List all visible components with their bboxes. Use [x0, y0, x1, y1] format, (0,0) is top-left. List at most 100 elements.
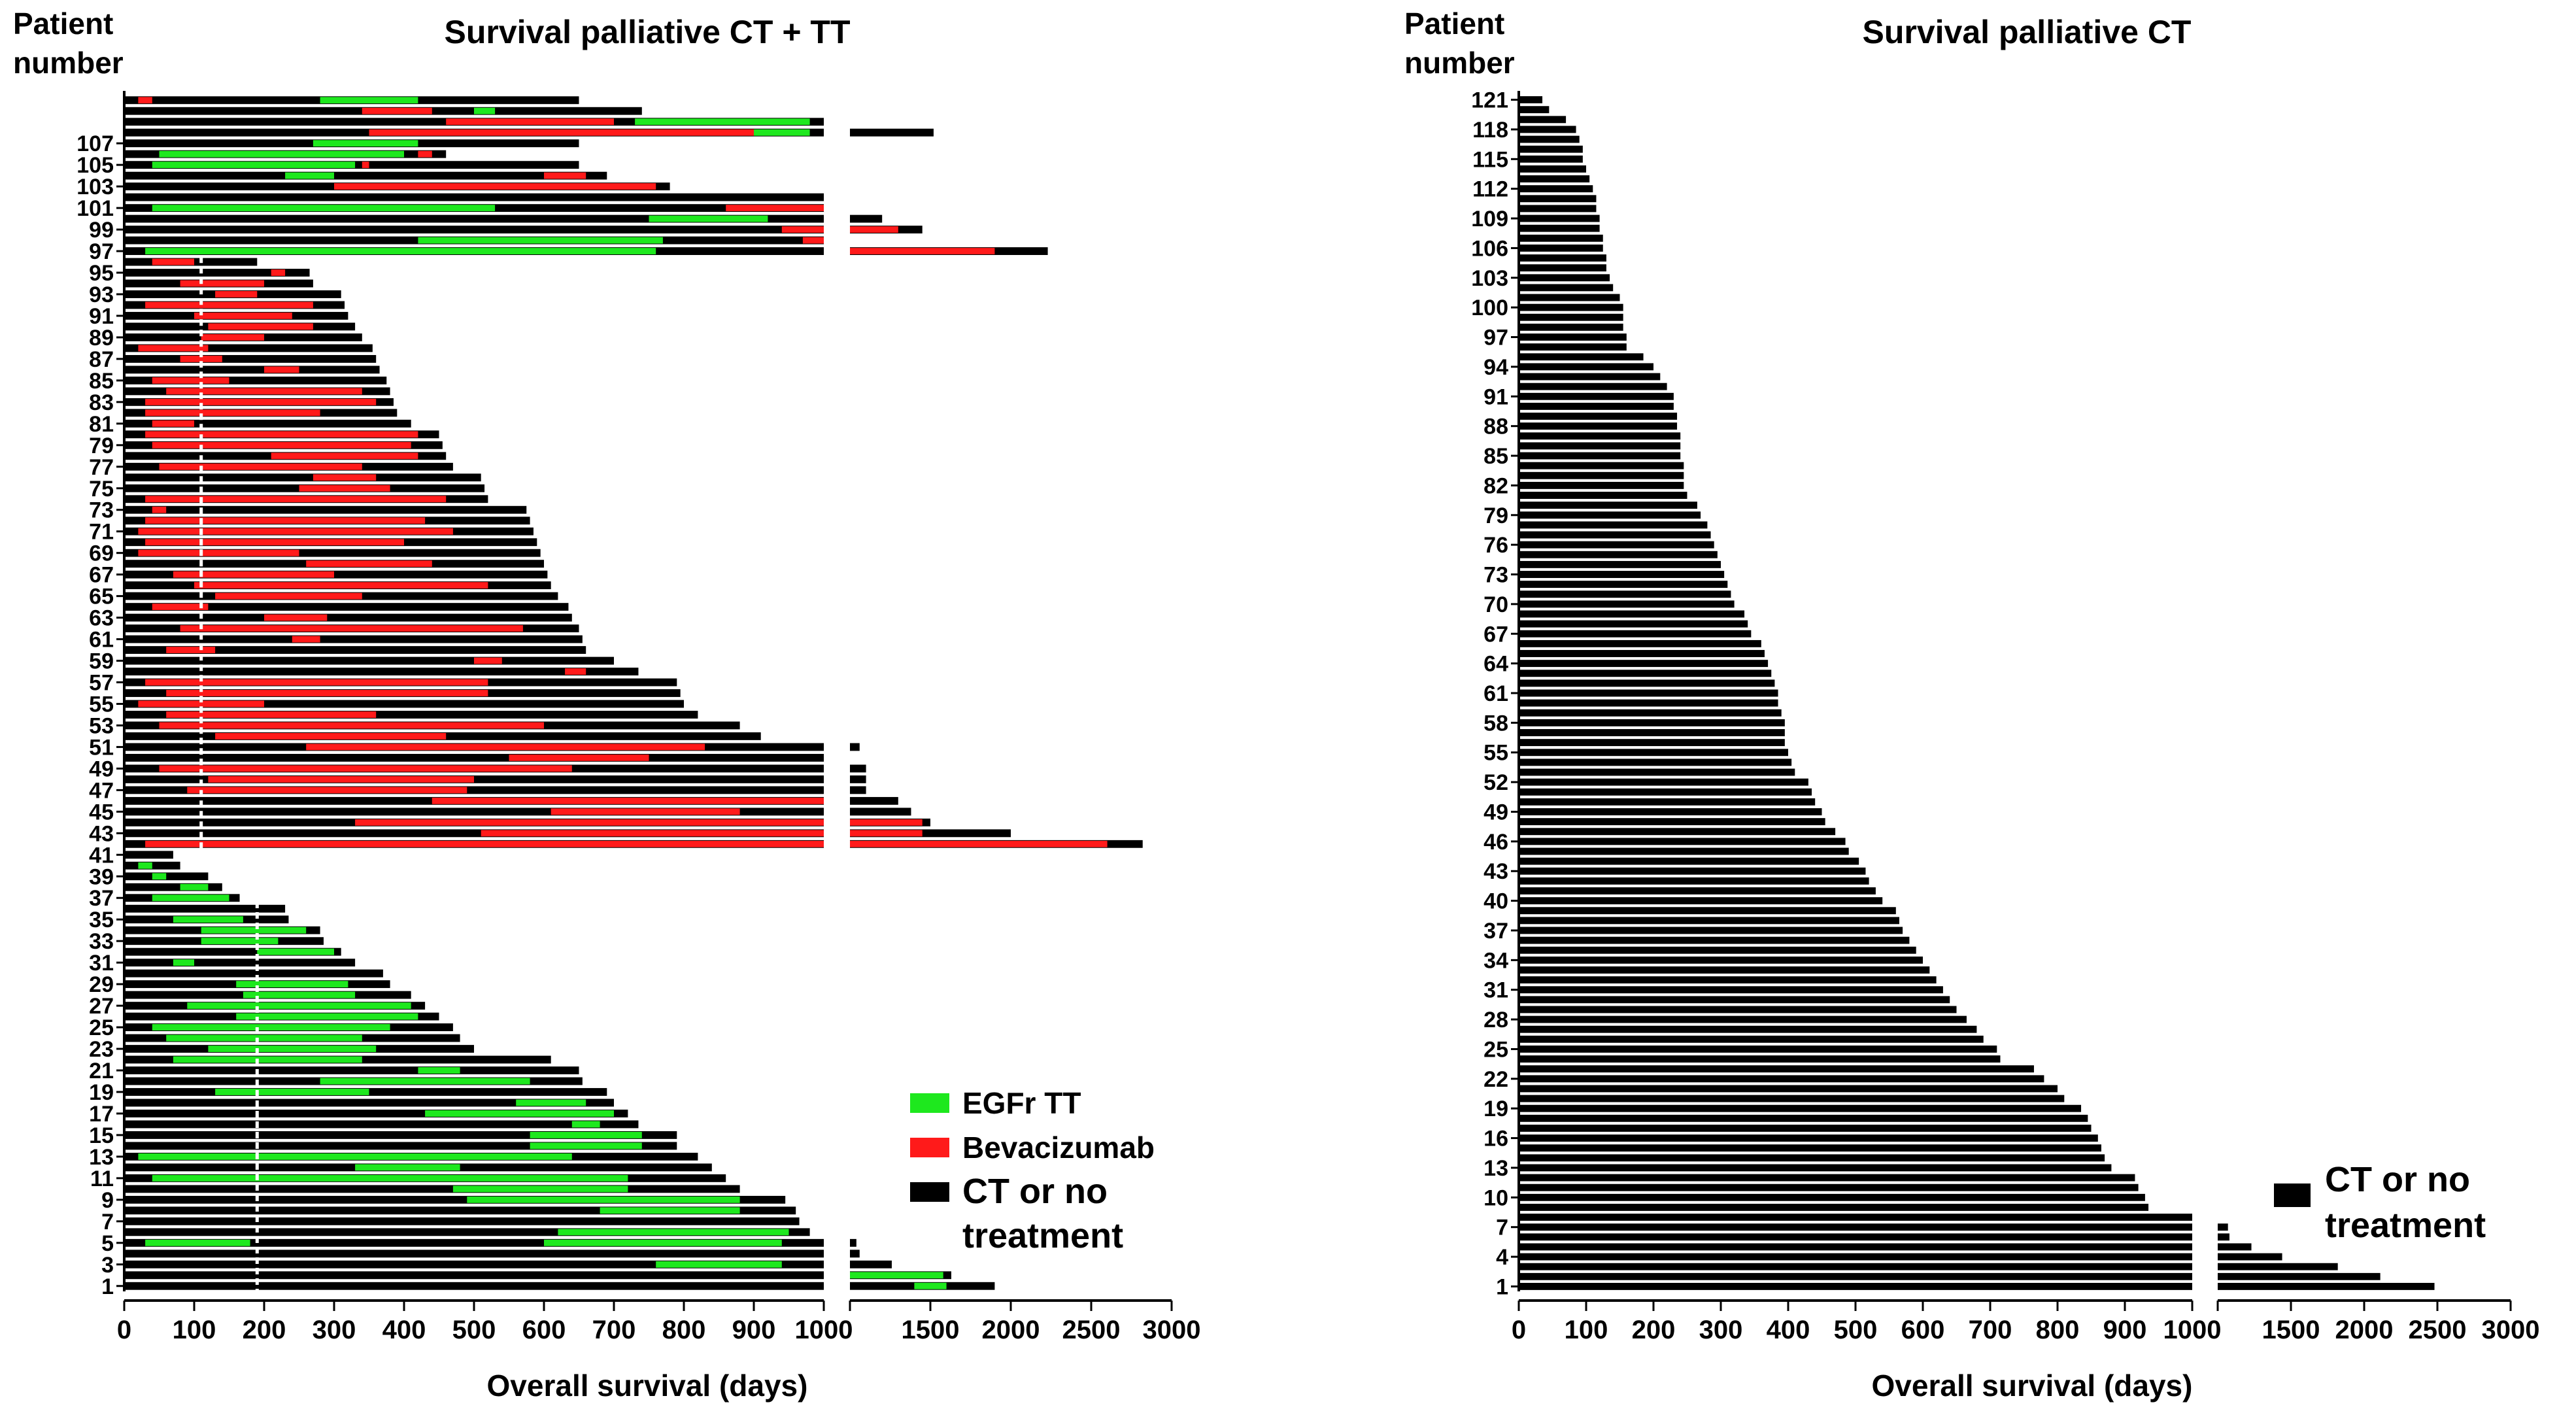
- right-xtick-label-2: 200: [1632, 1316, 1676, 1344]
- left-seg-bev-96-0-0: [152, 258, 194, 265]
- left-seg-bev-99-1-0: [850, 226, 898, 233]
- right-bar-55: [1519, 749, 1788, 757]
- right-bar-36: [1519, 936, 1910, 944]
- legend-ct-swatch-right: [2274, 1183, 2311, 1207]
- left-seg-bev-68-0-0: [306, 560, 432, 568]
- left-ytick-label-101: 101: [76, 196, 114, 221]
- right-bar-67: [1519, 630, 1752, 638]
- left-seg-egfr-11-0-0: [152, 1174, 628, 1182]
- left-bar-1: [124, 1282, 824, 1290]
- left-seg-egfr-9-0-0: [467, 1196, 740, 1203]
- left-bar-54: [124, 711, 698, 719]
- left-xtick-label-13: 2500: [1062, 1316, 1121, 1344]
- right-xtick-label-1: 100: [1565, 1316, 1608, 1344]
- left-seg-bev-49-0-0: [159, 765, 572, 772]
- right-ytick-label-67: 67: [1483, 622, 1508, 647]
- right-ytick-label-79: 79: [1483, 503, 1508, 528]
- right-bar-10: [1519, 1193, 2145, 1201]
- right-bar-120: [1519, 106, 1550, 114]
- left-seg-bev-66-0-0: [194, 582, 488, 589]
- right-ytick-label-100: 100: [1471, 296, 1508, 320]
- right-bar-ext-6: [2218, 1233, 2229, 1241]
- right-bar-60: [1519, 699, 1778, 707]
- right-bar-117: [1519, 135, 1580, 143]
- left-seg-egfr-39-0-0: [152, 873, 167, 880]
- left-bar-7: [124, 1217, 800, 1225]
- right-bar-86: [1519, 442, 1681, 450]
- left-ytick-label-73: 73: [89, 498, 114, 523]
- left-seg-egfr-111-1-0: [320, 97, 418, 104]
- right-bar-8: [1519, 1214, 2192, 1221]
- right-bar-49: [1519, 808, 1822, 815]
- left-bar-69: [124, 549, 541, 557]
- right-bar-3: [1519, 1263, 2192, 1270]
- left-seg-egfr-106-0-0: [159, 150, 404, 158]
- right-ytick-label-88: 88: [1483, 415, 1508, 439]
- left-seg-egfr-104-0-0: [285, 172, 334, 179]
- left-bar-81: [124, 419, 411, 428]
- left-bar-64: [124, 603, 569, 611]
- right-xtick-label-5: 500: [1834, 1316, 1878, 1344]
- right-ytick-label-103: 103: [1471, 266, 1508, 291]
- left-ytick-label-79: 79: [89, 434, 114, 458]
- right-ytick-label-49: 49: [1483, 800, 1508, 825]
- right-bar-89: [1519, 413, 1678, 420]
- left-seg-egfr-6-0-0: [558, 1229, 789, 1236]
- left-bar-104: [124, 171, 607, 180]
- left-bar-95: [124, 269, 310, 277]
- left-seg-egfr-31-0-0: [173, 959, 194, 966]
- left-seg-egfr-29-0-0: [236, 981, 348, 988]
- left-seg-bev-76-0-0: [313, 474, 377, 481]
- left-seg-bev-46-0-0: [432, 797, 824, 804]
- left-ytick-label-39: 39: [89, 864, 114, 889]
- left-ytick-label-5: 5: [101, 1231, 114, 1256]
- left-seg-bev-72-0-0: [145, 517, 426, 524]
- right-bar-81: [1519, 492, 1687, 499]
- left-seg-bev-85-0-0: [152, 377, 229, 384]
- left-seg-bev-43-0-0: [481, 830, 824, 837]
- left-seg-bev-45-0-0: [551, 808, 740, 815]
- right-ytick-label-109: 109: [1471, 207, 1508, 231]
- left-seg-bev-71-0-0: [138, 528, 453, 535]
- right-bar-18: [1519, 1114, 2088, 1122]
- right-bar-33: [1519, 966, 1930, 974]
- right-ytick-label-7: 7: [1496, 1216, 1508, 1240]
- right-bar-119: [1519, 116, 1567, 124]
- right-bar-62: [1519, 679, 1775, 687]
- left-seg-egfr-34-0-0: [201, 927, 307, 934]
- right-bar-38: [1519, 917, 1899, 925]
- left-xtick-label-10: 1000: [795, 1316, 853, 1344]
- left-ytick-label-59: 59: [89, 649, 114, 674]
- left-bar-ext-100: [850, 214, 883, 223]
- right-ytick-label-73: 73: [1483, 563, 1508, 588]
- right-bar-108: [1519, 224, 1600, 232]
- right-bar-9: [1519, 1204, 2149, 1211]
- left-bar-14: [124, 1142, 677, 1150]
- right-bar-80: [1519, 502, 1697, 509]
- right-bar-50: [1519, 798, 1816, 806]
- left-ytick-label-67: 67: [89, 563, 114, 588]
- left-seg-bev-48-0-0: [208, 775, 474, 783]
- right-ytick-label-64: 64: [1483, 652, 1508, 677]
- right-ytick-label-121: 121: [1471, 88, 1508, 113]
- right-bar-5: [1519, 1243, 2192, 1251]
- left-ylabel-line2: number: [13, 46, 124, 80]
- right-bar-97: [1519, 333, 1627, 341]
- left-seg-bev-43-0-1: [850, 830, 923, 837]
- right-bar-69: [1519, 610, 1745, 618]
- left-bar-9: [124, 1195, 786, 1204]
- left-seg-bev-87-0-0: [180, 355, 222, 362]
- right-bar-116: [1519, 145, 1583, 153]
- right-ytick-label-37: 37: [1483, 919, 1508, 944]
- right-bar-72: [1519, 581, 1728, 588]
- left-bar-17: [124, 1110, 628, 1117]
- left-bar-87: [124, 354, 377, 363]
- left-ytick-label-23: 23: [89, 1037, 114, 1062]
- left-chart-title: Survival palliative CT + TT: [444, 14, 850, 50]
- right-bar-71: [1519, 590, 1731, 598]
- right-xtick-label-6: 600: [1901, 1316, 1945, 1344]
- right-ytick-label-58: 58: [1483, 711, 1508, 736]
- left-seg-bev-95-0-0: [271, 269, 286, 276]
- right-bar-45: [1519, 847, 1849, 855]
- left-bar-32: [124, 947, 341, 956]
